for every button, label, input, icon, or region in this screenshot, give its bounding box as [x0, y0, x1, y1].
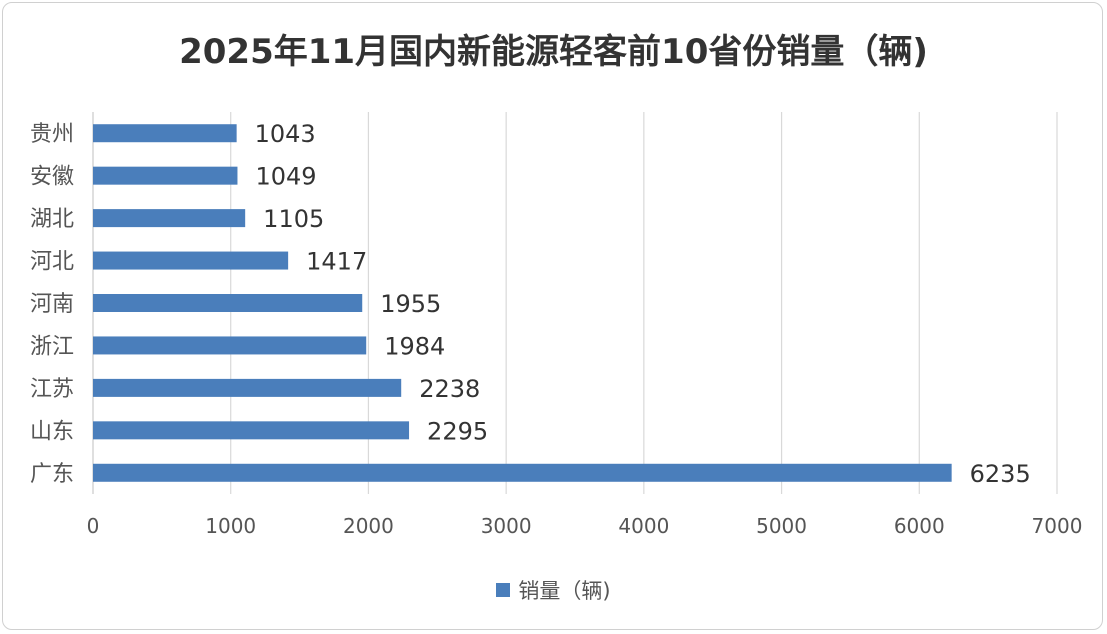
chart-title: 2025年11月国内新能源轻客前10省份销量（辆): [179, 32, 928, 72]
y-tick-label: 河北: [30, 250, 74, 275]
bar: [93, 124, 237, 143]
x-tick-label: 7000: [1032, 514, 1083, 538]
data-label: 1417: [306, 248, 367, 276]
data-label: 1984: [384, 332, 445, 360]
y-tick-label: 安徽: [30, 165, 74, 190]
y-tick-label: 湖北: [30, 207, 74, 232]
x-tick-label: 6000: [894, 514, 945, 538]
bar: [93, 166, 238, 185]
y-tick-label: 贵州: [30, 122, 74, 147]
data-label: 2238: [419, 375, 480, 403]
bar: [93, 294, 363, 312]
y-tick-label: 山东: [30, 419, 74, 444]
data-label: 1043: [255, 120, 316, 148]
y-tick-label: 浙江: [30, 334, 74, 359]
bar: [93, 336, 367, 355]
legend-swatch: [496, 583, 511, 597]
x-tick-label: 1000: [205, 514, 256, 538]
legend: 销量（辆): [0, 575, 1107, 605]
y-tick-label: 河南: [30, 292, 74, 317]
y-tick-label: 广东: [30, 462, 74, 487]
x-tick-label: 4000: [618, 514, 669, 538]
legend-label: 销量（辆): [518, 579, 611, 603]
x-tick-label: 0: [87, 514, 100, 538]
y-tick-label: 江苏: [30, 377, 74, 402]
bar: [93, 251, 289, 270]
x-tick-label: 3000: [481, 514, 532, 538]
data-label: 1049: [255, 163, 316, 191]
data-label: 1955: [380, 290, 441, 318]
bar: [93, 209, 246, 228]
bar: [93, 463, 952, 482]
bar: [93, 378, 402, 397]
data-label: 6235: [970, 460, 1031, 488]
data-label: 2295: [427, 417, 488, 445]
x-tick-label: 2000: [343, 514, 394, 538]
x-tick-label: 5000: [756, 514, 807, 538]
data-label: 1105: [263, 205, 324, 233]
bar: [93, 421, 410, 440]
